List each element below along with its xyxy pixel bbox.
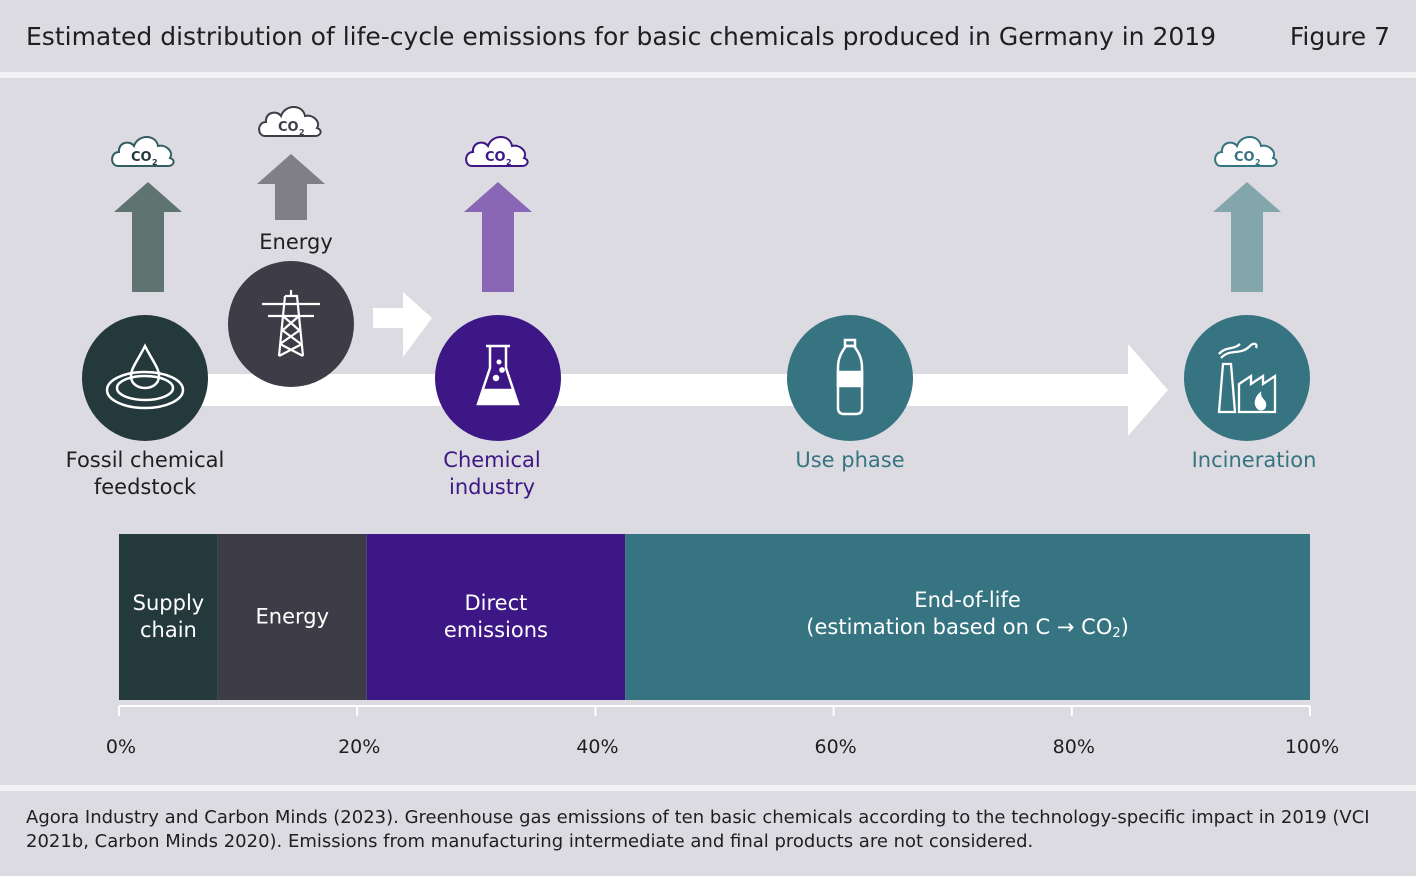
bar-segment-label: Supply chain [132,591,205,642]
bar-segment-label: Direct emissions [443,591,548,642]
co2-cloud-icon: CO 2 [465,136,529,167]
incineration-circle [1184,315,1310,441]
header: Estimated distribution of life-cycle emi… [0,0,1416,78]
co2-cloud-icon: CO 2 [111,136,175,167]
bar-segment-supply [119,534,218,700]
feedstock-emission-arrow [114,182,182,292]
x-tick-label: 80% [1052,736,1095,758]
x-tick-label: 40% [576,736,619,758]
bar-segment-label: Energy [255,604,330,629]
bottom-divider [0,785,1416,791]
use-phase-circle [787,315,913,441]
x-tick-label: 20% [338,736,381,758]
co2-text: CO [131,150,152,165]
chemical-industry-emission-arrow [464,182,532,292]
x-tick-label: 100% [1284,736,1340,758]
stacked-bar-chart [118,534,1311,716]
bar-segment-direct [366,534,626,700]
svg-text:2: 2 [152,158,158,167]
figure-number: Figure 7 [1289,22,1390,51]
power-pylon-icon [262,290,320,357]
co2-cloud-icon: CO 2 [1214,136,1278,167]
flask-icon [476,344,520,406]
life-cycle-diagram: CO 2 CO 2 CO 2 CO 2 [0,78,1416,785]
svg-text:2: 2 [506,158,512,167]
stage-label-fossil-feedstock: Fossil chemical feedstock [65,448,225,499]
energy-emission-arrow [257,154,325,220]
co2-text: CO [278,120,299,135]
figure-title: Estimated distribution of life-cycle emi… [26,22,1217,51]
flow-arrow-head [1128,344,1168,436]
svg-text:2: 2 [299,128,305,137]
bar-segment-end-of-life [625,534,1310,700]
incineration-emission-arrow [1213,182,1281,292]
x-tick-label: 60% [814,736,857,758]
co2-cloud-icon: CO 2 [258,106,322,137]
stage-label-use-phase: Use phase [795,448,905,472]
bar-segment-label: End-of-life (estimation based on C → CO2) [806,588,1129,641]
stage-label-incineration: Incineration [1191,448,1317,472]
bar-segment-energy [217,534,367,700]
svg-text:2: 2 [1255,158,1261,167]
chemical-industry-circle [435,315,561,441]
energy-circle [228,261,354,387]
stage-label-energy: Energy [259,230,333,254]
stage-label-chemical-industry: Chemical industry [443,448,541,499]
x-tick-label: 0% [105,736,137,758]
oil-drop-icon [105,343,185,410]
incinerator-icon [1217,342,1277,414]
feedstock-circle [82,315,208,441]
flow-graphic: CO 2 CO 2 CO 2 CO 2 [82,106,1310,441]
source-note: Agora Industry and Carbon Minds (2023). … [26,807,1370,852]
co2-text: CO [485,150,506,165]
bottle-icon [836,338,864,416]
top-divider [0,72,1416,78]
co2-text: CO [1234,150,1255,165]
energy-flow-arrow [373,292,432,357]
